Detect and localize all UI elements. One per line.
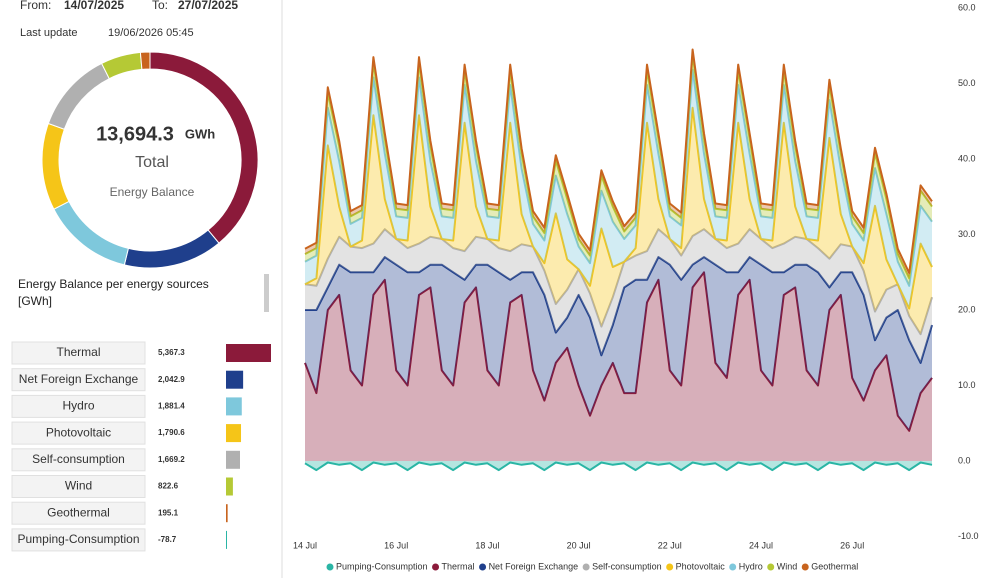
source-bar <box>226 424 242 443</box>
source-label-box <box>11 341 146 365</box>
series-line <box>305 256 933 364</box>
source-value: 1,669.2 <box>158 455 185 464</box>
y-tick-label: -10.0 <box>958 531 979 541</box>
source-bar <box>226 530 227 549</box>
source-label: Self-consumption <box>32 452 125 466</box>
source-bar <box>226 477 233 496</box>
legend-marker <box>479 563 487 571</box>
x-tick-label: 20 Jul <box>567 540 591 550</box>
source-bar <box>226 344 271 362</box>
source-label-box <box>11 501 146 525</box>
series-line <box>304 461 933 472</box>
area-fill <box>305 272 932 461</box>
source-label: Photovoltaic <box>46 425 111 439</box>
source-value: -78.7 <box>158 535 177 544</box>
donut-slice <box>41 122 70 210</box>
donut-slice <box>123 229 220 269</box>
to-date[interactable]: 27/07/2025 <box>178 0 238 12</box>
source-value: 822.6 <box>158 482 179 491</box>
total-unit: GWh <box>185 126 215 141</box>
source-label-box <box>11 528 146 552</box>
x-tick-label: 18 Jul <box>475 540 499 550</box>
source-label: Net Foreign Exchange <box>19 372 139 386</box>
legend-marker <box>767 563 775 571</box>
area-fill <box>305 257 932 431</box>
legend-label: Net Foreign Exchange <box>489 561 579 571</box>
source-label-box <box>11 448 146 472</box>
area-fill <box>305 229 932 363</box>
total-subtitle: Energy Balance <box>110 185 195 199</box>
to-label: To: <box>152 0 168 12</box>
source-bar <box>226 397 242 416</box>
y-tick-label: 50.0 <box>958 78 976 88</box>
y-tick-label: 60.0 <box>958 2 976 12</box>
series-line <box>304 271 933 432</box>
legend-marker <box>729 563 737 571</box>
series-line <box>304 228 933 336</box>
legend-marker <box>432 563 440 571</box>
donut-slice <box>139 51 151 70</box>
x-tick-label: 24 Jul <box>749 540 773 550</box>
y-tick-label: 40.0 <box>958 153 976 163</box>
last-update-label: Last update <box>20 27 78 39</box>
source-label: Thermal <box>56 345 100 359</box>
legend-label: Pumping-Consumption <box>336 561 428 571</box>
area-fill <box>305 107 932 335</box>
legend-label: Hydro <box>739 561 763 571</box>
y-tick-label: 10.0 <box>958 380 976 390</box>
source-value: 1,790.6 <box>158 428 185 437</box>
y-tick-label: 20.0 <box>958 304 976 314</box>
from-date[interactable]: 14/07/2025 <box>64 0 124 12</box>
source-label: Hydro <box>62 399 94 413</box>
total-title: Total <box>135 154 169 171</box>
source-label: Wind <box>65 479 92 493</box>
legend-marker <box>582 563 590 571</box>
donut-slice <box>149 51 259 244</box>
y-tick-label: 0.0 <box>958 455 971 465</box>
legend-marker <box>326 563 334 571</box>
source-label-box <box>11 475 146 498</box>
last-update: 19/06/2026 05:45 <box>108 27 194 39</box>
y-tick-label: 30.0 <box>958 229 976 239</box>
legend-label: Wind <box>777 561 798 571</box>
donut-slice <box>47 62 110 130</box>
source-bar <box>226 370 244 389</box>
source-label: Pumping-Consumption <box>17 532 139 546</box>
source-value: 195.1 <box>158 508 179 517</box>
x-tick-label: 26 Jul <box>840 540 864 550</box>
source-value: 5,367.3 <box>158 348 185 357</box>
list-title: Energy Balance per energy sources [GWh] <box>18 277 209 308</box>
x-tick-label: 14 Jul <box>293 540 317 550</box>
source-label-box <box>11 368 146 392</box>
donut-slice <box>53 200 129 266</box>
source-value: 2,042.9 <box>158 375 185 384</box>
legend-label: Photovoltaic <box>676 561 726 571</box>
series-line <box>304 106 933 310</box>
source-label-box <box>11 421 146 445</box>
scrollbar[interactable] <box>264 274 269 312</box>
legend-label: Self-consumption <box>592 561 662 571</box>
from-label: From: <box>20 0 51 12</box>
donut-slice <box>100 51 143 80</box>
source-bar <box>226 450 240 469</box>
x-tick-label: 16 Jul <box>384 540 408 550</box>
x-tick-label: 22 Jul <box>658 540 682 550</box>
source-label-box <box>11 394 146 418</box>
source-label: Geothermal <box>47 505 110 519</box>
list-title-box: Energy Balance per energy sources [GWh] <box>18 277 209 308</box>
legend-label: Thermal <box>442 561 475 571</box>
source-bar <box>226 504 228 523</box>
source-value: 1,881.4 <box>158 402 185 411</box>
total-value: 13,694.3 <box>96 123 174 145</box>
series-line <box>304 48 933 274</box>
legend-marker <box>801 563 809 571</box>
legend-label: Geothermal <box>811 561 858 571</box>
legend-marker <box>666 563 674 571</box>
